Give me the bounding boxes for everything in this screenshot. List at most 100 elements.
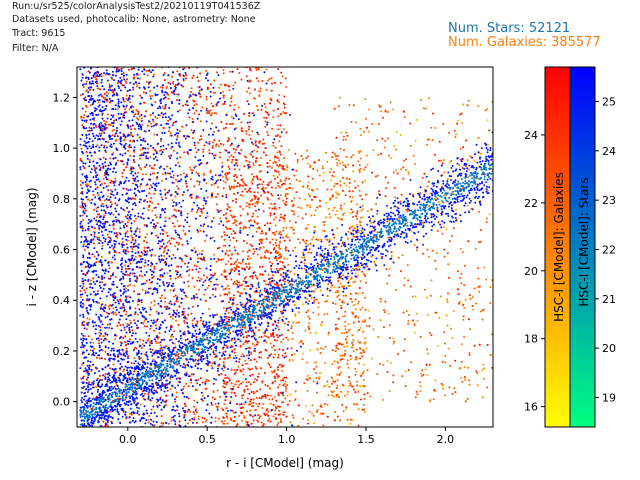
galaxy-point <box>248 206 251 209</box>
galaxy-point <box>259 87 262 90</box>
galaxy-point <box>280 233 282 236</box>
galaxy-point <box>214 145 217 147</box>
galaxy-point <box>183 320 186 323</box>
galaxy-point <box>274 380 277 382</box>
galaxy-point <box>101 244 104 247</box>
galaxy-point <box>107 236 110 239</box>
galaxy-point <box>272 415 275 418</box>
galaxy-point <box>185 317 188 320</box>
galaxy-point <box>233 372 236 375</box>
galaxy-point <box>256 379 258 382</box>
galaxy-point <box>256 176 259 179</box>
galaxy-point <box>414 396 417 399</box>
galaxy-point <box>225 217 228 220</box>
galaxy-point <box>263 142 266 145</box>
galaxy-point <box>463 378 466 381</box>
galaxy-point <box>345 406 348 409</box>
galaxy-point <box>230 214 233 217</box>
galaxy-point <box>260 356 263 359</box>
galaxy-point <box>302 238 305 241</box>
galaxy-point <box>357 390 360 393</box>
galaxy-point <box>90 279 92 282</box>
galaxy-point <box>278 219 281 222</box>
galaxy-point <box>350 120 353 123</box>
galaxy-point <box>446 300 449 303</box>
galaxy-point <box>196 382 199 385</box>
galaxy-point <box>148 192 151 195</box>
galaxy-point <box>192 411 195 414</box>
galaxy-point <box>479 152 482 155</box>
galaxy-point <box>482 363 485 366</box>
galaxy-point <box>248 400 251 403</box>
galaxy-point <box>187 313 190 316</box>
galaxy-point <box>131 329 134 332</box>
galaxy-point <box>363 168 366 171</box>
galaxy-point <box>95 385 98 388</box>
galaxy-point <box>227 357 229 360</box>
galaxy-point <box>171 222 174 225</box>
galaxy-point <box>248 220 251 223</box>
galaxy-point <box>93 233 96 236</box>
galaxy-point <box>267 362 270 365</box>
galaxy-point <box>174 277 177 280</box>
galaxy-point <box>388 312 391 315</box>
galaxy-point <box>146 233 149 236</box>
galaxy-point <box>274 216 277 219</box>
galaxy-point <box>92 277 95 280</box>
galaxy-point <box>210 114 213 117</box>
galaxy-point <box>130 362 133 365</box>
galaxy-point <box>428 332 431 334</box>
galaxy-point <box>197 113 200 116</box>
galaxy-point <box>220 209 222 212</box>
galaxy-point <box>193 285 196 288</box>
galaxy-point <box>230 95 233 97</box>
galaxy-point <box>268 229 271 232</box>
galaxy-point <box>316 341 319 344</box>
galaxy-point <box>251 245 253 247</box>
galaxy-point <box>376 212 379 215</box>
galaxy-point <box>137 118 140 121</box>
galaxy-point <box>155 401 158 404</box>
galaxy-point <box>261 142 264 145</box>
galaxy-point <box>352 170 355 173</box>
galaxy-point <box>251 275 254 278</box>
galaxy-point <box>351 190 354 193</box>
galaxy-point <box>263 412 266 415</box>
galaxy-point <box>225 263 227 266</box>
galaxy-point <box>466 104 469 107</box>
galaxy-point <box>80 377 83 380</box>
galaxy-point <box>104 304 107 307</box>
galaxy-point <box>322 179 325 182</box>
galaxy-point <box>125 94 128 97</box>
galaxy-point <box>461 251 464 254</box>
galaxy-point <box>257 414 260 416</box>
galaxy-point <box>135 180 137 183</box>
galaxy-point <box>228 249 231 252</box>
galaxy-point <box>206 86 209 89</box>
galaxy-point <box>249 190 252 193</box>
galaxy-point <box>88 199 91 202</box>
galaxy-point <box>337 264 340 267</box>
galaxy-point <box>297 404 300 407</box>
galaxy-point <box>276 134 279 137</box>
galaxy-point <box>262 202 265 205</box>
galaxy-point <box>339 354 342 357</box>
galaxy-point <box>226 376 229 379</box>
galaxy-point <box>314 287 317 290</box>
galaxy-point <box>263 103 266 105</box>
galaxy-point <box>393 340 396 343</box>
galaxy-point <box>359 220 361 223</box>
galaxy-point <box>271 346 274 349</box>
galaxy-point <box>313 422 316 425</box>
galaxy-point <box>123 248 125 251</box>
galaxy-point <box>181 193 184 196</box>
galaxy-point <box>234 354 237 357</box>
galaxy-point <box>103 214 106 217</box>
galaxy-point <box>282 102 285 105</box>
galaxy-point <box>259 164 262 167</box>
galaxy-point <box>233 246 236 249</box>
galaxy-point <box>278 173 281 176</box>
galaxy-point <box>430 279 433 282</box>
galaxy-point <box>104 357 107 360</box>
galaxy-point <box>106 233 109 236</box>
